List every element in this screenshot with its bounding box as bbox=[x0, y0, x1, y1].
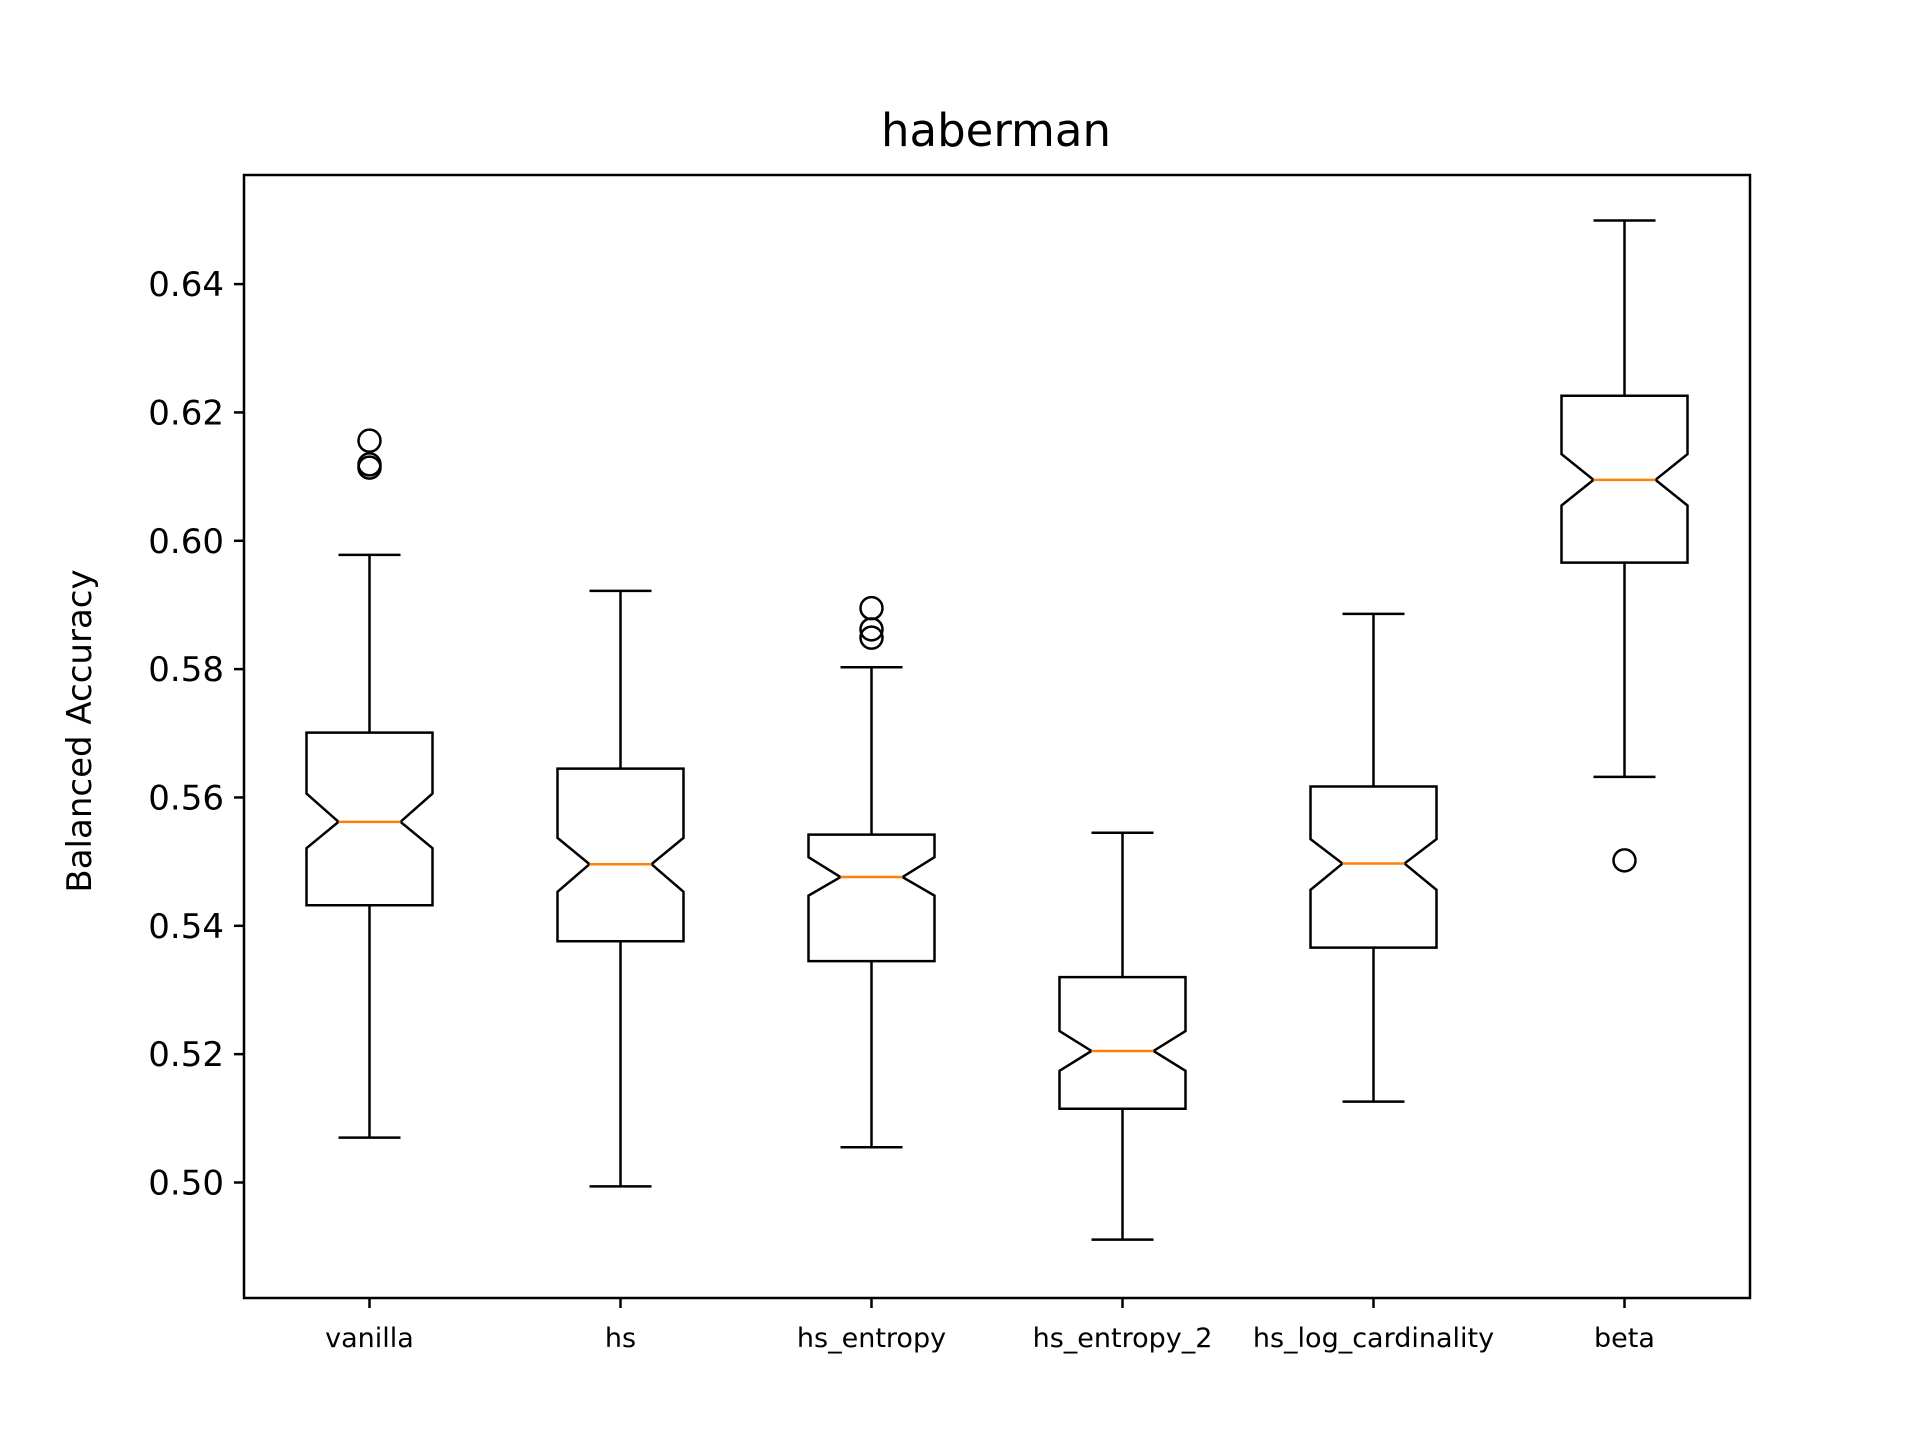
y-tick-label: 0.54 bbox=[148, 907, 224, 947]
box-hs_log_cardinality bbox=[1309, 612, 1438, 1103]
notched-box bbox=[807, 833, 936, 963]
y-axis-ticks: 0.50 0.52 0.54 0.56 0.58 0.60 0.62 0.64 bbox=[148, 265, 244, 1203]
x-tick-label: vanilla bbox=[325, 1323, 414, 1354]
notched-box bbox=[1058, 975, 1187, 1110]
y-tick-label: 0.56 bbox=[148, 778, 224, 818]
chart-title: haberman bbox=[881, 104, 1111, 157]
box-hs_entropy_2 bbox=[1058, 831, 1187, 1241]
x-tick-label: beta bbox=[1594, 1323, 1655, 1354]
plot-area-frame bbox=[242, 173, 1752, 1300]
outlier-point bbox=[859, 617, 884, 642]
y-tick-label: 0.60 bbox=[148, 522, 224, 562]
outlier-point bbox=[357, 428, 382, 453]
notched-box bbox=[1560, 394, 1689, 564]
y-tick-label: 0.62 bbox=[148, 393, 224, 433]
y-tick-label: 0.52 bbox=[148, 1035, 224, 1075]
box-group bbox=[305, 219, 1689, 1241]
outlier-point bbox=[859, 625, 884, 650]
x-tick-label: hs_log_cardinality bbox=[1253, 1323, 1494, 1354]
box-hs_entropy bbox=[807, 595, 936, 1149]
x-tick-label: hs_entropy bbox=[797, 1323, 946, 1354]
y-tick-label: 0.50 bbox=[148, 1163, 224, 1203]
x-tick-label: hs_entropy_2 bbox=[1033, 1323, 1213, 1354]
box-vanilla bbox=[305, 428, 434, 1139]
y-axis-label: Balanced Accuracy bbox=[60, 569, 100, 892]
box-beta bbox=[1560, 219, 1689, 873]
y-tick-label: 0.64 bbox=[148, 265, 224, 305]
outlier-point bbox=[1612, 848, 1637, 873]
y-tick-label: 0.58 bbox=[148, 650, 224, 690]
notched-box bbox=[305, 731, 434, 907]
notched-box bbox=[556, 767, 685, 943]
outlier-point bbox=[357, 452, 382, 477]
notched-box bbox=[1309, 785, 1438, 949]
x-tick-label: hs bbox=[605, 1323, 636, 1354]
box-hs bbox=[556, 589, 685, 1188]
x-axis-ticks: vanilla hs hs_entropy hs_entropy_2 hs_log_ca… bbox=[325, 1298, 1655, 1354]
